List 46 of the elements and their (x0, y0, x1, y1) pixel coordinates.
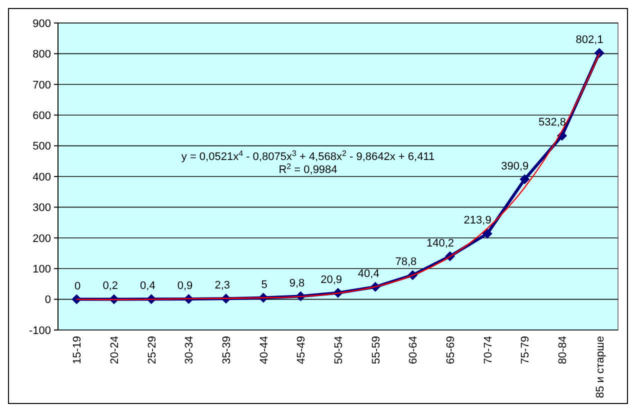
data-label: 2,3 (214, 280, 230, 292)
x-tick-label: 45-49 (296, 336, 308, 364)
x-tick-label: 70-74 (482, 336, 494, 364)
data-label: 20,9 (320, 274, 342, 286)
x-tick-label: 75-79 (520, 336, 532, 364)
x-tick-label: 20-24 (109, 336, 121, 364)
x-tick-label: 15-19 (72, 336, 84, 364)
x-tick-label: 30-34 (184, 336, 196, 364)
x-tick-label: 80-84 (557, 336, 569, 364)
y-tick-label: 600 (32, 110, 51, 122)
y-tick-label: 0 (44, 294, 51, 306)
y-tick-label: 400 (32, 171, 51, 184)
y-tick-label: 200 (32, 232, 51, 245)
data-label: 40,4 (358, 268, 380, 280)
data-label: 78,8 (395, 256, 417, 268)
y-tick-label: 700 (32, 79, 51, 92)
y-tick-label: 300 (32, 202, 51, 214)
y-tick-label: 900 (32, 18, 51, 30)
data-label: 532,8 (538, 116, 566, 129)
data-label: 140,2 (426, 237, 454, 250)
point (520, 174, 530, 184)
data-label: 802,1 (576, 34, 604, 46)
point (594, 48, 604, 58)
point (482, 228, 492, 239)
annotation: R$^{2}$ = 0,9984 (278, 162, 338, 176)
data-label: 0,2 (102, 280, 118, 292)
annotation: y = 0,0521x$^{4}$ - 0,8075x$^{3}$ + 4,568x$^{2}$ - 9,8642x + 6,411 (181, 148, 435, 163)
data-label: 5 (261, 278, 268, 291)
x-tick-label: 25-29 (146, 336, 158, 364)
x-tick-label: 65-69 (445, 336, 457, 364)
x-tick-label: 40-44 (258, 336, 270, 364)
data-label: 390,9 (501, 160, 529, 172)
data-label: 0 (74, 280, 81, 292)
y-tick-label: -100 (28, 324, 51, 337)
y-tick-label: 100 (32, 263, 51, 276)
data-label: 213,9 (464, 214, 492, 227)
x-tick-label: 35-39 (221, 336, 233, 364)
x-tick-label: 55-59 (370, 336, 382, 364)
x-tick-label: 60-64 (408, 336, 420, 364)
data-label: 0,9 (177, 280, 193, 292)
data-label: 0,4 (140, 280, 156, 292)
x-tick-label: 50-54 (333, 336, 345, 364)
x-tick-label: 85 и старше (594, 336, 606, 398)
data-label: 9,8 (289, 277, 305, 290)
y-tick-label: 800 (32, 48, 51, 61)
y-tick-label: 500 (32, 140, 51, 153)
